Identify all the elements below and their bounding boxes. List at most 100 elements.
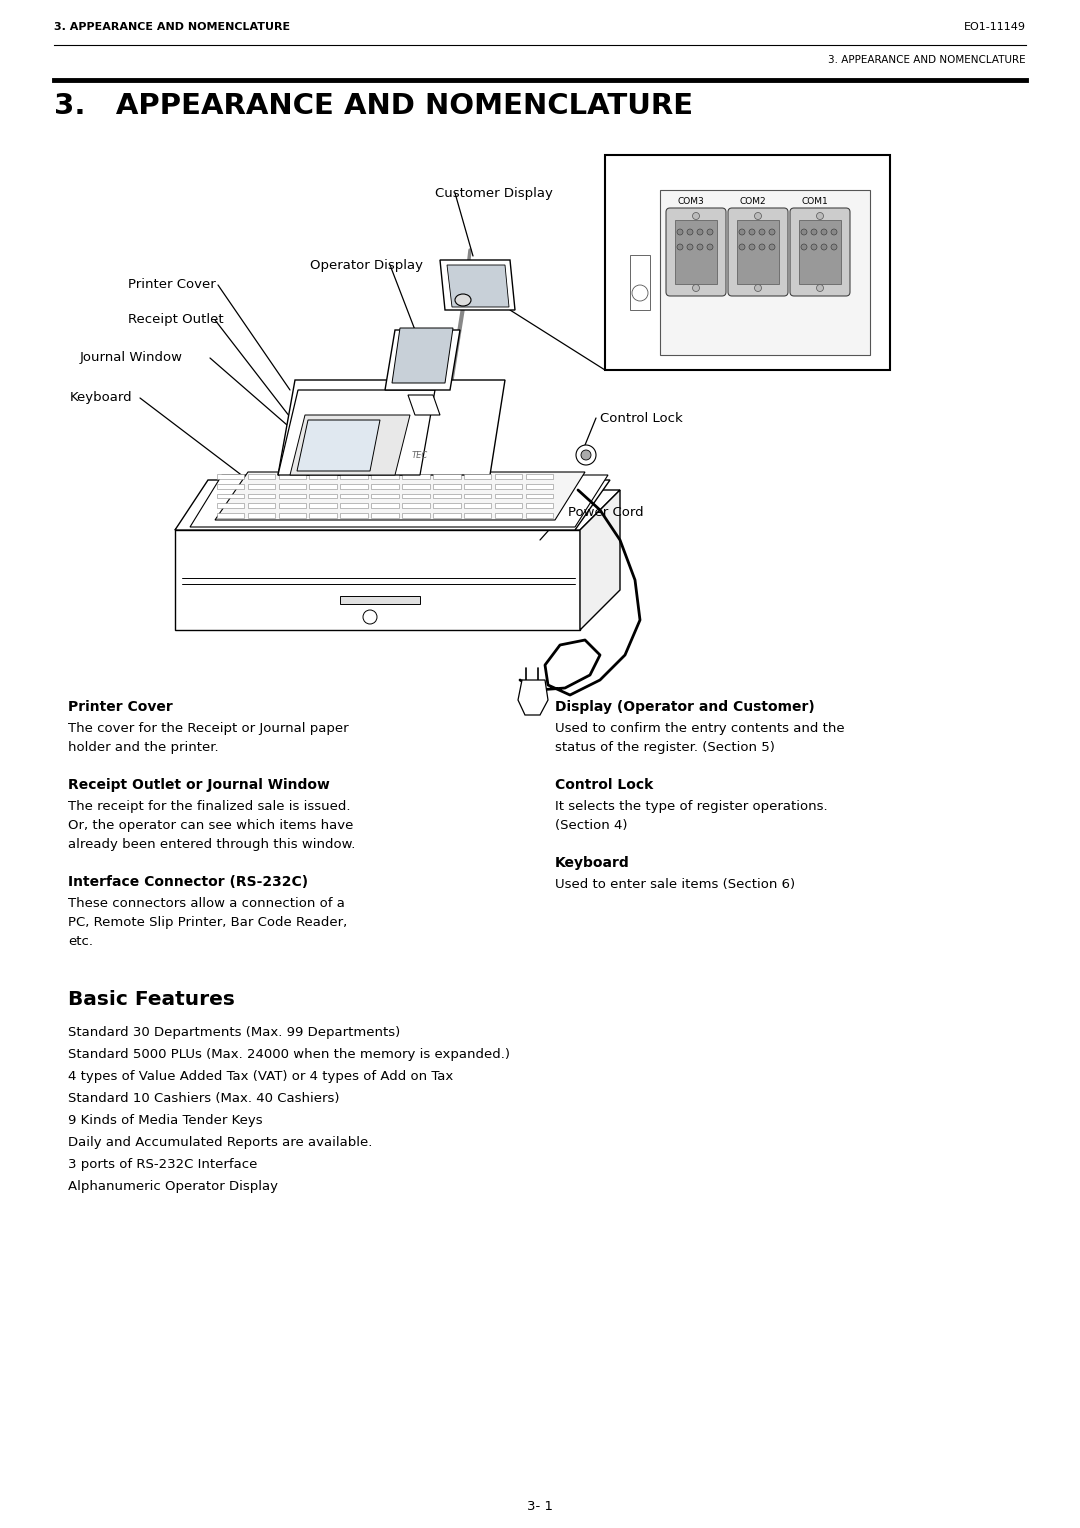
Circle shape: [759, 244, 765, 251]
Bar: [630, 255, 650, 310]
Circle shape: [801, 229, 807, 235]
Polygon shape: [310, 474, 337, 480]
Text: 3 ports of RS-232C Interface: 3 ports of RS-232C Interface: [68, 1158, 257, 1170]
Polygon shape: [279, 503, 306, 507]
Polygon shape: [372, 503, 399, 507]
Polygon shape: [402, 474, 430, 480]
Polygon shape: [372, 513, 399, 518]
Text: Basic Features: Basic Features: [68, 990, 234, 1008]
Circle shape: [363, 610, 377, 623]
Circle shape: [707, 229, 713, 235]
Text: Control Lock: Control Lock: [555, 778, 653, 792]
Polygon shape: [310, 513, 337, 518]
Text: 9 Kinds of Media Tender Keys: 9 Kinds of Media Tender Keys: [68, 1114, 262, 1128]
Circle shape: [755, 212, 761, 220]
Text: Power Cord: Power Cord: [568, 506, 644, 518]
Polygon shape: [495, 474, 523, 480]
Polygon shape: [279, 494, 306, 498]
Polygon shape: [190, 475, 608, 527]
Polygon shape: [526, 503, 553, 507]
Circle shape: [750, 244, 755, 251]
Bar: [799, 220, 841, 284]
Polygon shape: [372, 484, 399, 489]
Text: COM2: COM2: [740, 197, 767, 206]
Text: Receipt Outlet: Receipt Outlet: [129, 313, 224, 327]
Polygon shape: [175, 490, 620, 530]
Text: Journal Window: Journal Window: [80, 351, 183, 365]
FancyBboxPatch shape: [666, 208, 726, 296]
Polygon shape: [279, 474, 306, 480]
Polygon shape: [526, 513, 553, 518]
Circle shape: [831, 229, 837, 235]
Polygon shape: [217, 513, 244, 518]
Polygon shape: [447, 264, 509, 307]
Polygon shape: [433, 494, 460, 498]
Text: Control Lock: Control Lock: [600, 411, 683, 425]
Text: 3.   APPEARANCE AND NOMENCLATURE: 3. APPEARANCE AND NOMENCLATURE: [54, 92, 693, 121]
Polygon shape: [291, 416, 410, 475]
Polygon shape: [372, 494, 399, 498]
Polygon shape: [175, 480, 610, 530]
Polygon shape: [340, 513, 368, 518]
Polygon shape: [464, 474, 491, 480]
Text: 3. APPEARANCE AND NOMENCLATURE: 3. APPEARANCE AND NOMENCLATURE: [828, 55, 1026, 66]
Polygon shape: [464, 503, 491, 507]
Bar: [660, 189, 870, 354]
Text: etc.: etc.: [68, 935, 93, 947]
Text: Used to confirm the entry contents and the: Used to confirm the entry contents and t…: [555, 723, 845, 735]
Polygon shape: [384, 330, 460, 390]
Circle shape: [739, 229, 745, 235]
Polygon shape: [433, 503, 460, 507]
Polygon shape: [408, 396, 440, 416]
Circle shape: [750, 229, 755, 235]
Text: Operator Display: Operator Display: [310, 258, 423, 272]
Text: Interface Connectors: Interface Connectors: [710, 336, 850, 350]
Text: COM1: COM1: [801, 197, 828, 206]
Circle shape: [816, 284, 824, 292]
Circle shape: [739, 244, 745, 251]
Polygon shape: [278, 380, 505, 475]
Circle shape: [687, 229, 693, 235]
Text: The receipt for the finalized sale is issued.: The receipt for the finalized sale is is…: [68, 801, 351, 813]
Polygon shape: [464, 484, 491, 489]
Polygon shape: [217, 503, 244, 507]
Text: already been entered through this window.: already been entered through this window…: [68, 837, 355, 851]
Polygon shape: [217, 474, 244, 480]
Polygon shape: [526, 474, 553, 480]
Polygon shape: [310, 494, 337, 498]
Polygon shape: [402, 513, 430, 518]
Text: Printer Cover: Printer Cover: [68, 700, 173, 714]
Polygon shape: [175, 530, 580, 630]
Text: Keyboard: Keyboard: [555, 856, 630, 869]
Circle shape: [759, 229, 765, 235]
Polygon shape: [433, 474, 460, 480]
Text: Display (Operator and Customer): Display (Operator and Customer): [555, 700, 814, 714]
Text: COM3: COM3: [677, 197, 704, 206]
Circle shape: [816, 212, 824, 220]
Text: status of the register. (Section 5): status of the register. (Section 5): [555, 741, 774, 753]
Polygon shape: [247, 503, 275, 507]
Polygon shape: [580, 490, 620, 630]
Circle shape: [801, 244, 807, 251]
Text: These connectors allow a connection of a: These connectors allow a connection of a: [68, 897, 345, 911]
Ellipse shape: [455, 293, 471, 306]
Polygon shape: [495, 484, 523, 489]
Polygon shape: [392, 329, 453, 384]
Bar: [675, 220, 717, 284]
Circle shape: [821, 229, 827, 235]
Circle shape: [677, 244, 683, 251]
Text: Receipt Outlet or Journal Window: Receipt Outlet or Journal Window: [68, 778, 329, 792]
Text: Keyboard: Keyboard: [70, 391, 133, 405]
Circle shape: [581, 451, 591, 460]
Circle shape: [707, 244, 713, 251]
Text: EO1-11149: EO1-11149: [964, 21, 1026, 32]
Polygon shape: [495, 503, 523, 507]
Polygon shape: [340, 503, 368, 507]
Polygon shape: [217, 494, 244, 498]
Polygon shape: [526, 494, 553, 498]
Text: It selects the type of register operations.: It selects the type of register operatio…: [555, 801, 827, 813]
Polygon shape: [402, 494, 430, 498]
Polygon shape: [247, 513, 275, 518]
Circle shape: [769, 244, 775, 251]
Text: Interface Connector (RS-232C): Interface Connector (RS-232C): [68, 876, 308, 889]
